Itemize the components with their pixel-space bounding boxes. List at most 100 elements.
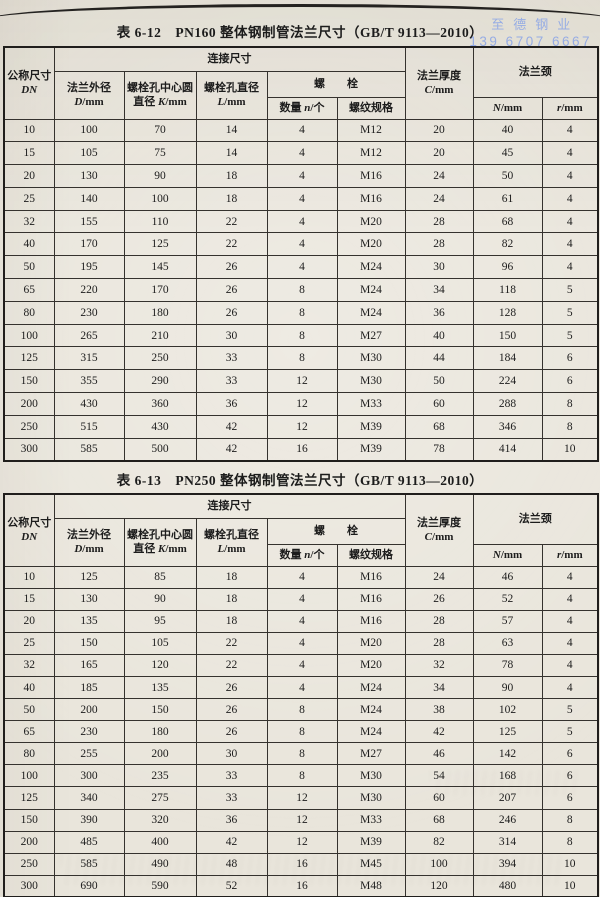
table-row: 20 130 90 18 4 M16 24 50 4 [3, 164, 599, 188]
table-cell: M33 [336, 808, 406, 832]
table-cell: 90 [472, 675, 543, 700]
table-cell: 5 [541, 698, 599, 722]
header-dn: 公称尺寸 DN [3, 46, 55, 120]
table-cell: M30 [336, 369, 406, 394]
table-cell: 16 [266, 437, 338, 462]
header-dn-symbol: DN [21, 84, 38, 97]
table-cell: M45 [336, 852, 406, 876]
table-cell: 52 [195, 874, 268, 897]
table-cell: 26 [195, 698, 268, 722]
table-cell: 14 [195, 118, 268, 143]
table-cell: M20 [336, 631, 406, 655]
table-cell: 314 [472, 830, 543, 854]
table-cell: 8 [266, 764, 338, 788]
table-cell: 165 [53, 653, 125, 677]
table-row: 150 355 290 33 12 M30 50 224 6 [3, 369, 599, 394]
table-cell: 36 [195, 808, 268, 832]
table-cell: 96 [472, 255, 543, 280]
table-cell: 340 [53, 786, 125, 810]
table-cell: 44 [404, 346, 474, 371]
table-612-label: 表 6-12 [116, 25, 162, 40]
table-row: 20 135 95 18 4 M16 28 57 4 [3, 609, 599, 633]
table-cell: M30 [336, 786, 406, 810]
table-cell: 394 [472, 852, 543, 876]
table-cell: 25 [3, 186, 55, 211]
header-dn: 公称尺寸 DN [3, 493, 55, 567]
table-cell: 4 [541, 631, 599, 655]
table-cell: M39 [336, 437, 406, 462]
table-cell: 265 [53, 323, 125, 348]
table-row: 10 100 70 14 4 M12 20 40 4 [3, 118, 599, 143]
table-cell: 4 [541, 209, 599, 234]
table-cell: 8 [266, 300, 338, 325]
table-612: 公称尺寸 DN 连接尺寸 法兰厚度 C/mm 法兰颈 法兰外径 D/mm 螺栓孔… [3, 46, 600, 462]
table-cell: 4 [266, 209, 338, 234]
table-cell: M16 [336, 164, 406, 188]
table-cell: 12 [266, 830, 338, 854]
table-cell: 15 [3, 141, 55, 166]
table-cell: M16 [336, 186, 406, 211]
table-cell: 30 [404, 255, 474, 280]
table-cell: 10 [541, 437, 599, 462]
table-cell: 142 [472, 742, 543, 766]
table-cell: 100 [53, 118, 125, 143]
table-cell: 63 [472, 631, 543, 655]
table-cell: 207 [472, 786, 543, 810]
table-cell: 246 [472, 808, 543, 832]
table-cell: 4 [541, 255, 599, 280]
table-cell: 26 [195, 300, 268, 325]
page-top-rule [0, 4, 600, 74]
table-row: 40 170 125 22 4 M20 28 82 4 [3, 232, 599, 257]
table-cell: 4 [541, 186, 599, 211]
table-cell: 20 [404, 141, 474, 166]
table-cell: M27 [336, 742, 406, 766]
table-cell: 250 [3, 414, 55, 439]
table-row: 200 485 400 42 12 M39 82 314 8 [3, 830, 599, 854]
table-cell: 78 [404, 437, 474, 462]
header-bolt-count: 数量 n/个 [266, 543, 338, 567]
table-cell: 275 [123, 786, 197, 810]
table-cell: M16 [336, 609, 406, 633]
table-cell: 150 [472, 323, 543, 348]
table-cell: 26 [195, 720, 268, 744]
table-cell: 18 [195, 164, 268, 188]
table-cell: M48 [336, 874, 406, 897]
table-cell: 180 [123, 720, 197, 744]
table-cell: 40 [3, 675, 55, 700]
table-613-label: 表 6-13 [116, 473, 162, 488]
table-cell: 500 [123, 437, 197, 462]
table-cell: 8 [266, 698, 338, 722]
table-cell: 24 [404, 186, 474, 211]
header-bolt-hole: 螺栓孔直径 L/mm [195, 517, 268, 567]
table-cell: 20 [3, 164, 55, 188]
header-connection: 连接尺寸 [53, 493, 406, 519]
table-cell: 8 [266, 742, 338, 766]
table-row: 150 390 320 36 12 M33 68 246 8 [3, 808, 599, 832]
table-cell: 195 [53, 255, 125, 280]
table-cell: 185 [53, 675, 125, 700]
table-row: 65 220 170 26 8 M24 34 118 5 [3, 278, 599, 302]
table-row: 32 165 120 22 4 M20 32 78 4 [3, 653, 599, 677]
table-row: 25 140 100 18 4 M16 24 61 4 [3, 186, 599, 211]
table-cell: 46 [472, 565, 543, 589]
table-cell: 250 [3, 852, 55, 876]
table-612-title: 表 6-12 PN160 整体钢制管法兰尺寸（GB/T 9113—2010） [0, 21, 600, 41]
table-cell: 28 [404, 209, 474, 234]
table-cell: 4 [266, 675, 338, 700]
table-cell: 230 [53, 720, 125, 744]
table-cell: 585 [53, 852, 125, 876]
table-cell: 8 [541, 808, 599, 832]
table-cell: 8 [541, 414, 599, 439]
table-cell: 515 [53, 414, 125, 439]
table-cell: 33 [195, 369, 268, 394]
table-cell: 690 [53, 874, 125, 897]
table-cell: 36 [195, 392, 268, 416]
table-cell: M39 [336, 414, 406, 439]
table-cell: M27 [336, 323, 406, 348]
table-cell: 68 [404, 808, 474, 832]
table-cell: 168 [472, 764, 543, 788]
table-cell: M20 [336, 653, 406, 677]
table-cell: 140 [53, 186, 125, 211]
table-cell: 120 [123, 653, 197, 677]
table-cell: 78 [472, 653, 543, 677]
